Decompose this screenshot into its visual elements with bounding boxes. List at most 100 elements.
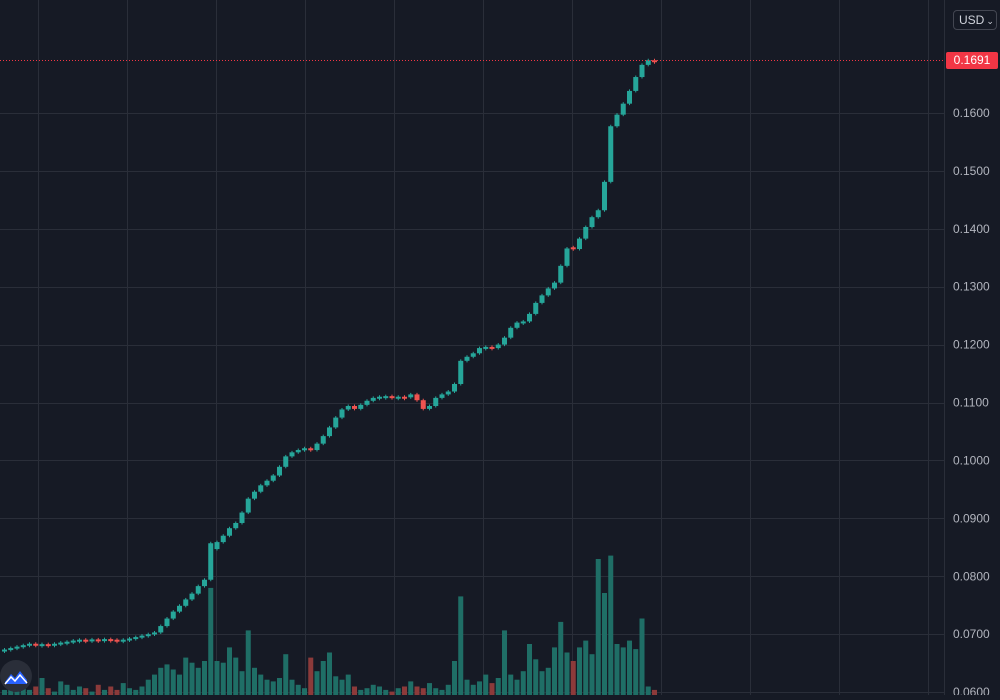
candle xyxy=(152,632,157,635)
volume-bar xyxy=(27,689,32,695)
volume-bar xyxy=(595,559,601,695)
candle xyxy=(177,605,182,612)
volume-bar xyxy=(402,686,407,695)
volume-bar xyxy=(158,667,164,695)
candle xyxy=(458,360,464,384)
candle xyxy=(652,60,657,63)
candle xyxy=(158,626,164,633)
candle xyxy=(139,635,145,638)
candle xyxy=(120,639,126,642)
candle xyxy=(577,238,582,250)
candle xyxy=(595,210,601,218)
candle xyxy=(627,90,632,104)
volume-bar xyxy=(139,686,145,695)
volume-bar xyxy=(477,681,482,695)
price-tick-label: 0.0700 xyxy=(953,627,990,641)
candle xyxy=(233,522,239,529)
candle xyxy=(470,353,476,357)
candle xyxy=(358,404,364,409)
volume-bar xyxy=(352,686,357,695)
volume-bar xyxy=(508,674,514,695)
candle xyxy=(345,405,351,410)
volume-bar xyxy=(570,661,576,695)
candle xyxy=(464,356,470,361)
candle xyxy=(64,641,70,644)
candle xyxy=(445,391,451,395)
candle xyxy=(183,599,189,606)
candle xyxy=(383,396,389,399)
volume-bar xyxy=(120,683,126,695)
volume-bar xyxy=(52,691,57,695)
candle xyxy=(45,644,51,647)
volume-bar xyxy=(395,688,401,695)
candle xyxy=(558,265,564,283)
volume-bar xyxy=(377,686,382,695)
tradingview-logo-icon[interactable] xyxy=(0,660,32,692)
volume-bar xyxy=(302,688,307,695)
volume-bar xyxy=(445,684,451,695)
volume-bar xyxy=(308,657,314,695)
volume-bar xyxy=(270,681,276,695)
volume-bar xyxy=(145,679,151,695)
candle xyxy=(570,247,576,250)
price-tick-label: 0.1500 xyxy=(953,164,990,178)
volume-bar xyxy=(102,689,107,695)
volume-bar xyxy=(333,676,339,695)
volume-bar xyxy=(627,640,632,695)
price-tick-label: 0.0900 xyxy=(953,511,990,525)
volume-bar xyxy=(227,647,232,695)
volume-bar xyxy=(577,647,582,695)
currency-dropdown-button[interactable]: USD ⌄ xyxy=(953,10,997,30)
candle xyxy=(608,126,614,182)
volume-bar xyxy=(252,667,257,695)
volume-bar xyxy=(64,684,70,695)
volume-bar xyxy=(639,618,645,695)
candle xyxy=(339,409,345,418)
candle xyxy=(277,466,282,476)
price-axis[interactable]: 0.1600 0.1500 0.1400 0.1300 0.1200 0.1100 0.10… xyxy=(953,106,990,699)
candle xyxy=(83,639,89,642)
volume-bar xyxy=(152,674,157,695)
candle xyxy=(214,542,220,550)
candle xyxy=(414,394,420,401)
volume-bar xyxy=(58,681,64,695)
price-tick-label: 0.1200 xyxy=(953,338,990,352)
price-tick-label: 0.1000 xyxy=(953,453,990,467)
volume-bar xyxy=(2,689,7,695)
volume-bar xyxy=(283,654,289,695)
candle xyxy=(527,313,532,322)
volume-bar xyxy=(189,662,195,695)
candle xyxy=(433,397,439,406)
price-tick-label: 0.0600 xyxy=(953,685,990,695)
candle xyxy=(2,649,7,652)
volume-bar xyxy=(164,664,170,695)
volume-bar xyxy=(502,630,507,695)
candle xyxy=(208,543,214,580)
volume-bar xyxy=(314,671,320,695)
candle xyxy=(239,512,245,523)
volume-bar xyxy=(489,683,495,695)
candle xyxy=(170,611,176,619)
volume-bar xyxy=(633,649,639,695)
volume-bar xyxy=(583,640,589,695)
volume-bar xyxy=(327,652,332,695)
volume-bar xyxy=(470,684,476,695)
price-tick-label: 0.0800 xyxy=(953,569,990,583)
volume-bar xyxy=(370,684,376,695)
volume-bar xyxy=(452,661,457,695)
candle xyxy=(202,579,207,587)
volume-bar xyxy=(514,679,520,695)
candle xyxy=(402,396,407,399)
candle xyxy=(583,227,589,239)
volume-bar xyxy=(408,681,414,695)
volume-bar xyxy=(89,691,95,695)
candle xyxy=(77,639,82,642)
candle xyxy=(552,282,557,289)
candle xyxy=(370,397,376,401)
volume-bar xyxy=(339,679,345,695)
candle xyxy=(70,640,76,643)
candle xyxy=(477,348,482,354)
candle xyxy=(545,288,551,296)
